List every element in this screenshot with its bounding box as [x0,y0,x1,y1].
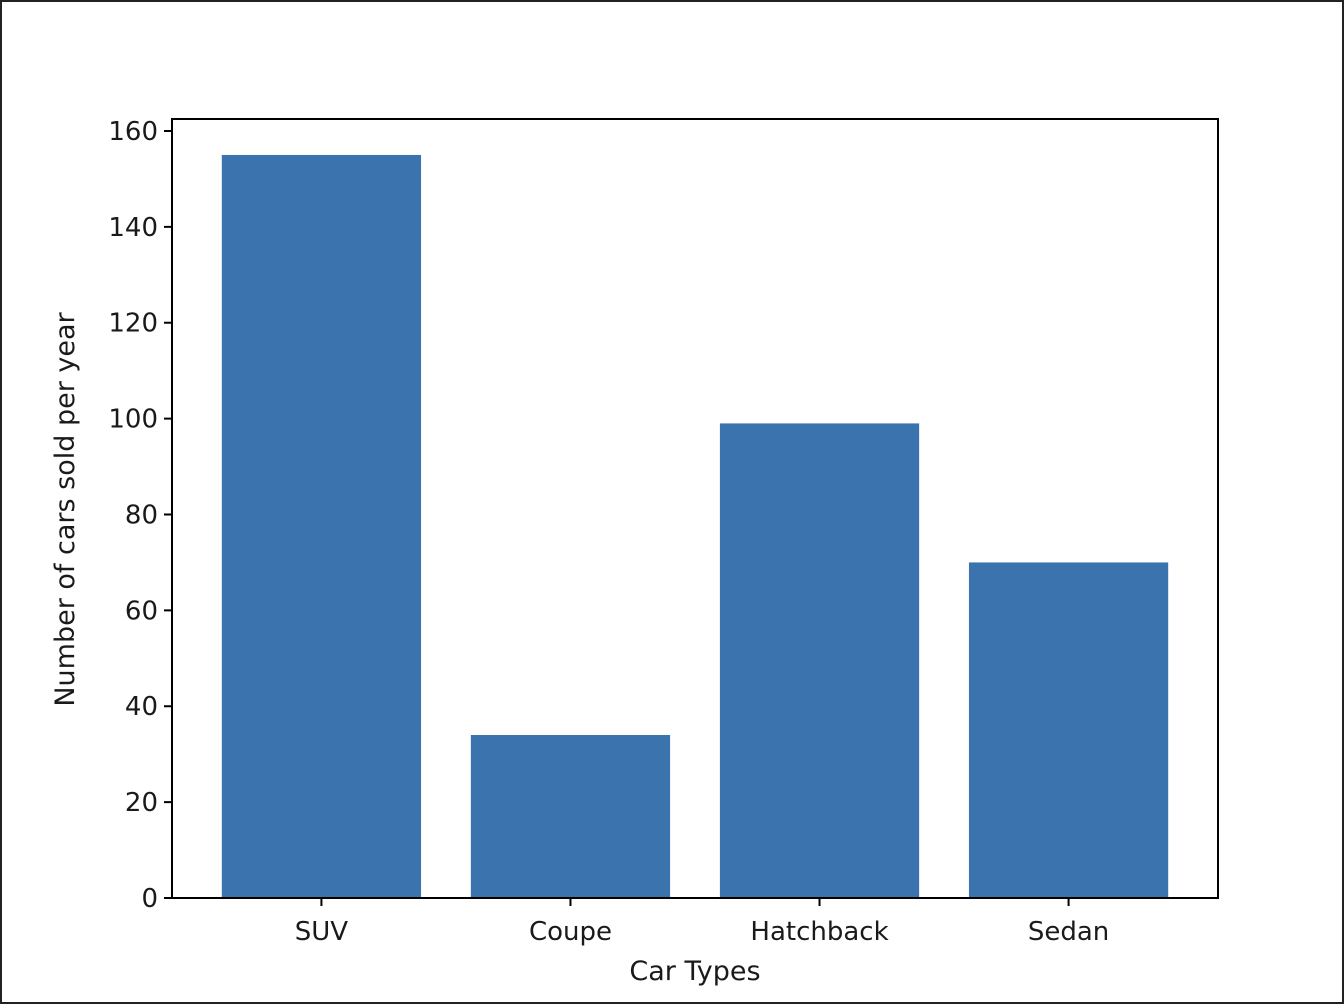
y-tick-label: 20 [125,788,158,818]
y-axis-label: Number of cars sold per year [50,311,81,706]
x-axis-label: Car Types [629,956,760,987]
bar-coupe [470,735,671,898]
x-tick-label: SUV [295,917,349,947]
y-tick-label: 80 [125,500,158,530]
y-tick-label: 0 [141,884,158,914]
y-tick-label: 140 [108,213,158,243]
y-tick-label: 40 [125,692,158,722]
bar-hatchback [719,423,920,898]
y-axis-ticks: 0 20 40 60 80 100 120 140 160 [108,117,172,914]
x-tick-label: Sedan [1028,917,1109,947]
bar-sedan [968,562,1169,898]
plot-area-border [171,118,1219,899]
bar-suv [221,154,422,898]
y-tick-label: 100 [108,405,158,435]
y-tick-label: 120 [108,309,158,339]
x-tick-label: Hatchback [750,917,888,947]
y-tick-label: 160 [108,117,158,147]
y-tick-label: 60 [125,596,158,626]
x-tick-label: Coupe [529,917,612,947]
x-axis-ticks: SUV Coupe Hatchback Sedan [295,898,1109,947]
bars-group [221,154,1169,898]
